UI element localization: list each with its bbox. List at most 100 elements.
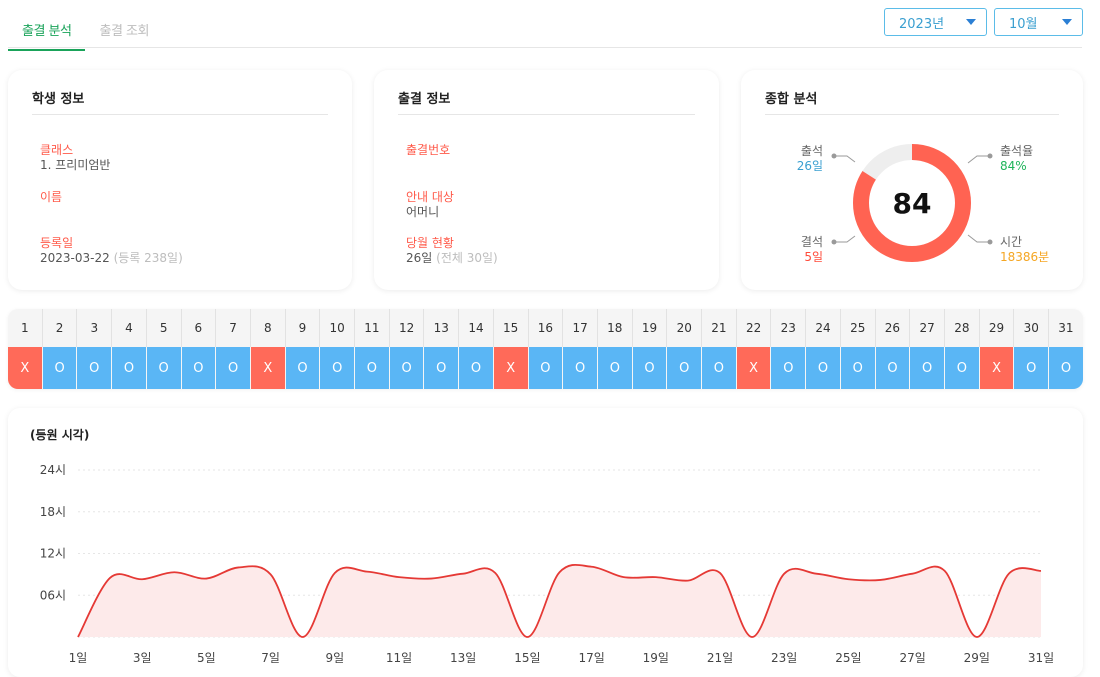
card-divider <box>32 114 328 115</box>
calendar-mark-day-5: O <box>146 347 182 389</box>
name-label: 이름 <box>40 190 63 204</box>
calendar-mark-day-10: O <box>320 347 356 389</box>
tab-attendance-lookup[interactable]: 출결 조회 <box>99 24 149 39</box>
x-tick-label: 13일 <box>450 651 476 665</box>
stat-time-value: 18386분 <box>1000 250 1050 264</box>
month-select[interactable]: 10월 <box>994 8 1083 36</box>
guide-target-value: 어머니 <box>406 205 440 219</box>
x-tick-label: 7일 <box>261 651 280 665</box>
calendar-day-25: 25 <box>841 309 876 347</box>
calendar-day-10: 10 <box>320 309 356 347</box>
calendar-day-12: 12 <box>390 309 425 347</box>
calendar-mark-day-13: O <box>424 347 460 389</box>
calendar-mark-day-1: X <box>8 347 43 389</box>
calendar-mark-day-3: O <box>77 347 113 389</box>
guide-target-field: 안내 대상 어머니 <box>406 190 454 220</box>
class-field: 클래스 1. 프리미엄반 <box>40 143 110 173</box>
monthly-status-field: 당월 현황 26일 (전체 30일) <box>406 236 498 266</box>
stat-rate-label: 출석율 <box>1000 144 1034 158</box>
calendar-day-5: 5 <box>147 309 182 347</box>
calendar-mark-day-9: O <box>285 347 321 389</box>
tab-attendance-analysis[interactable]: 출결 분석 <box>8 14 86 51</box>
calendar-day-15: 15 <box>494 309 529 347</box>
calendar-mark-day-25: O <box>840 347 876 389</box>
leader-dot <box>987 153 993 159</box>
calendar-day-4: 4 <box>112 309 147 347</box>
calendar-mark-day-16: O <box>528 347 564 389</box>
x-tick-label: 29일 <box>964 651 990 665</box>
stat-absent: 결석 5일 <box>791 235 823 265</box>
donut-progress-arc <box>853 144 971 262</box>
calendar-day-9: 9 <box>286 309 321 347</box>
student-info-card: 학생 정보 클래스 1. 프리미엄반 이름 등록일 2023-03-22 (등록… <box>8 70 352 290</box>
calendar-mark-day-30: O <box>1014 347 1050 389</box>
monthly-status-total: (전체 30일) <box>436 251 498 265</box>
summary-analysis-card: 종합 분석 84 출석 26일 결석 5일 출석율 84% 시간 18386분 <box>741 70 1083 290</box>
attendance-info-title: 출결 정보 <box>398 92 451 107</box>
summary-analysis-title: 종합 분석 <box>765 92 818 107</box>
attendance-number-field: 출결번호 <box>406 143 450 158</box>
calendar-day-8: 8 <box>251 309 286 347</box>
calendar-mark-day-11: O <box>355 347 390 389</box>
monthly-status-label: 당월 현황 <box>406 236 454 250</box>
monthly-status-days: 26일 <box>406 251 433 265</box>
x-tick-label: 3일 <box>133 651 152 665</box>
x-tick-label: 31일 <box>1028 651 1054 665</box>
calendar-day-6: 6 <box>182 309 217 347</box>
calendar-day-31: 31 <box>1058 321 1074 335</box>
year-select[interactable]: 2023년 <box>884 8 987 36</box>
stat-rate: 출석율 84% <box>1000 144 1033 174</box>
stat-attend-label: 출석 <box>800 144 823 158</box>
leader-dot <box>831 239 837 245</box>
chevron-down-icon <box>966 19 976 25</box>
x-tick-label: 17일 <box>578 651 604 665</box>
calendar-day-29: 29 <box>980 309 1015 347</box>
x-tick-label: 19일 <box>643 651 669 665</box>
calendar-mark-day-4: O <box>112 347 147 389</box>
x-tick-label: 15일 <box>514 651 540 665</box>
class-value: 1. 프리미엄반 <box>40 158 111 172</box>
calendar-mark-day-12: O <box>389 347 425 389</box>
calendar-day-3: 3 <box>77 309 113 347</box>
calendar-day-17: 17 <box>563 309 598 347</box>
calendar-mark-day-6: O <box>181 347 217 389</box>
calendar-mark-day-18: O <box>597 347 633 389</box>
calendar-mark-day-2: O <box>42 347 78 389</box>
card-divider <box>398 114 695 115</box>
calendar-day-26: 26 <box>876 309 911 347</box>
calendar-mark-day-21: O <box>702 347 737 389</box>
calendar-mark-day-28: O <box>944 347 980 389</box>
leader-line-attend <box>834 155 856 163</box>
calendar-day-21: 21 <box>702 309 737 347</box>
y-tick-label: 18시 <box>40 505 66 519</box>
x-tick-label: 1일 <box>69 651 88 665</box>
calendar-mark-day-29: X <box>979 347 1015 389</box>
calendar-day-1: 1 <box>8 309 43 347</box>
stat-time-label: 시간 <box>1000 235 1023 249</box>
x-tick-label: 25일 <box>835 651 861 665</box>
arrival-time-chart: 24시 18시 12시 06시 1일 3일 5일 7일 9일 11일 13일 15일 17일 19일 21일… <box>40 463 1054 665</box>
calendar-day-19: 19 <box>633 309 668 347</box>
registration-label: 등록일 <box>40 236 74 250</box>
name-field: 이름 <box>40 190 62 205</box>
calendar-day-27: 27 <box>910 309 945 347</box>
x-tick-label: 23일 <box>771 651 797 665</box>
chart-title: (등원 시각) <box>30 428 90 442</box>
attendance-info-card: 출결 정보 출결번호 안내 대상 어머니 당월 현황 26일 (전체 30일) <box>374 70 719 290</box>
leader-lines <box>834 155 990 243</box>
calendar-day-20: 20 <box>667 309 703 347</box>
calendar-day-11: 11 <box>355 309 390 347</box>
calendar-day-2: 2 <box>43 309 78 347</box>
tab-divider <box>8 47 1082 48</box>
x-tick-label: 21일 <box>707 651 733 665</box>
x-tick-label: 5일 <box>197 651 216 665</box>
calendar-day-24: 24 <box>806 309 841 347</box>
calendar-mark-day-27: O <box>910 347 945 389</box>
calendar-mark-day-17: O <box>563 347 598 389</box>
calendar-mark-day-8: X <box>250 347 286 389</box>
calendar-mark-day-7: O <box>216 347 251 389</box>
registration-value: 2023-03-22 (등록 238일) <box>40 251 183 266</box>
x-tick-label: 11일 <box>386 651 412 665</box>
class-label: 클래스 <box>40 143 74 157</box>
